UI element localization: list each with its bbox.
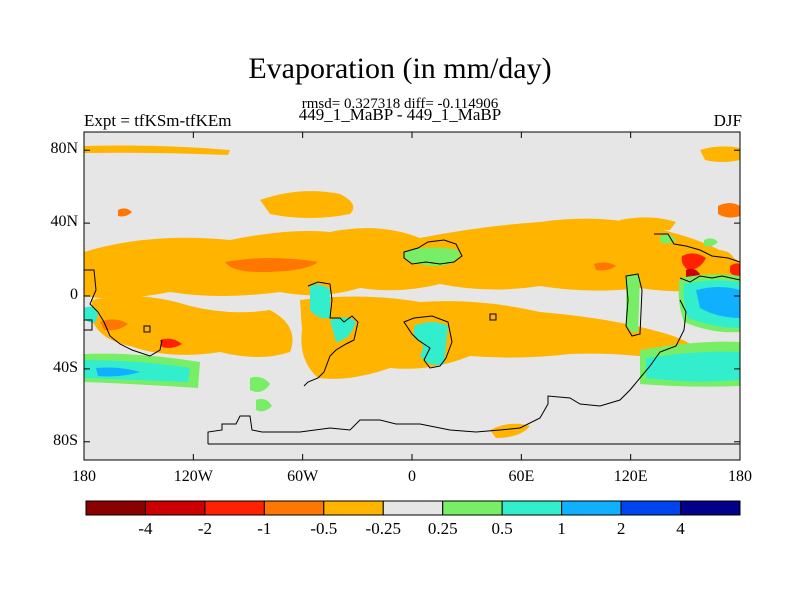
contour-region [260, 191, 354, 218]
contour-region [681, 253, 706, 270]
coastline-antarctica [207, 299, 687, 444]
colorbar-swatch [85, 500, 146, 516]
contour-region [626, 274, 640, 333]
contour-region [92, 296, 293, 357]
contour-region [300, 296, 700, 379]
lat-tick-label: 40N [50, 213, 78, 231]
colorbar-swatch [620, 500, 682, 516]
axis-ticks [83, 132, 741, 460]
coastline-island [489, 313, 497, 321]
contour-region [330, 317, 356, 342]
colorbar-swatch [323, 500, 384, 516]
coastline-north-america [84, 269, 163, 357]
lon-tick-label: 180 [72, 468, 96, 485]
contour-region [84, 145, 230, 155]
coastline-island [143, 325, 151, 333]
colorbar-swatch [561, 500, 622, 516]
coastline-east-asia [679, 275, 740, 283]
contour-region [490, 423, 530, 438]
colorbar-swatch [144, 500, 206, 516]
contour-region [404, 247, 460, 266]
contour-region [730, 263, 740, 276]
contour-region [96, 367, 140, 377]
contour-region [84, 306, 98, 323]
season-label: DJF [713, 111, 742, 130]
coastline-africa-south [403, 315, 453, 369]
lon-tick-label: 0 [408, 468, 416, 485]
lat-tick-label: 40S [53, 358, 78, 376]
field-contours [84, 145, 740, 438]
colorbar-label: -0.25 [365, 519, 401, 538]
contour-region [100, 319, 128, 331]
contour-region [160, 338, 182, 348]
contour-region [256, 398, 272, 412]
lon-tick-label: 120E [613, 468, 648, 485]
colorbar-label: -0.5 [310, 519, 338, 538]
colorbar-label: 0.25 [427, 519, 458, 538]
coastline-south-america [303, 281, 359, 387]
lon-tick-label: 60E [508, 468, 535, 485]
colorbar-label: 0.5 [491, 519, 513, 538]
contour-region [414, 322, 448, 365]
contour-region [700, 146, 740, 162]
colorbar-swatch [204, 500, 265, 516]
colorbar-label: 4 [676, 519, 685, 538]
colorbar-swatch [501, 500, 563, 516]
lat-tick-label: 80S [53, 431, 78, 449]
experiment-label: Expt = tfKSm-tfKEm [84, 111, 232, 130]
coastline-australia [625, 273, 643, 337]
colorbar-label: -4 [138, 519, 153, 538]
contour-region [225, 258, 318, 272]
lon-tick-label: 120W [173, 468, 213, 485]
coastline-asia [654, 233, 740, 263]
lon-tick-label: 180 [728, 468, 752, 485]
contour-region [594, 262, 616, 271]
coastlines [84, 233, 740, 445]
contour-region [118, 208, 132, 217]
lat-tick-label: 80N [50, 140, 78, 158]
colorbar-swatch [680, 500, 741, 516]
colorbar-swatch [263, 500, 325, 516]
contour-region [620, 217, 676, 230]
colorbar-label: 2 [616, 519, 626, 538]
experiment-name-label: 449_1_MaBP - 449_1_MaBP [298, 105, 502, 124]
contour-region [250, 376, 270, 392]
stats-label: rmsd= 0.327318 diff= -0.114906 [301, 96, 499, 112]
contour-region [696, 287, 740, 318]
colorbar-label: -2 [197, 519, 212, 538]
chart-title: Evaporation (in mm/day) [248, 52, 552, 85]
colorbar-label: 1 [557, 519, 566, 538]
colorbar-swatch [442, 500, 503, 516]
lat-tick-label: 0 [70, 286, 78, 303]
coastline-africa [403, 239, 463, 265]
colorbar [85, 500, 741, 516]
contour-region [310, 284, 330, 319]
colorbar-label: -1 [257, 519, 272, 538]
contour-region [718, 203, 740, 218]
lon-tick-label: 60W [287, 468, 319, 485]
contour-region [84, 360, 190, 382]
contour-region [704, 238, 718, 247]
coastline-island [84, 319, 93, 331]
colorbar-swatch [382, 500, 444, 516]
contour-region [646, 351, 740, 382]
